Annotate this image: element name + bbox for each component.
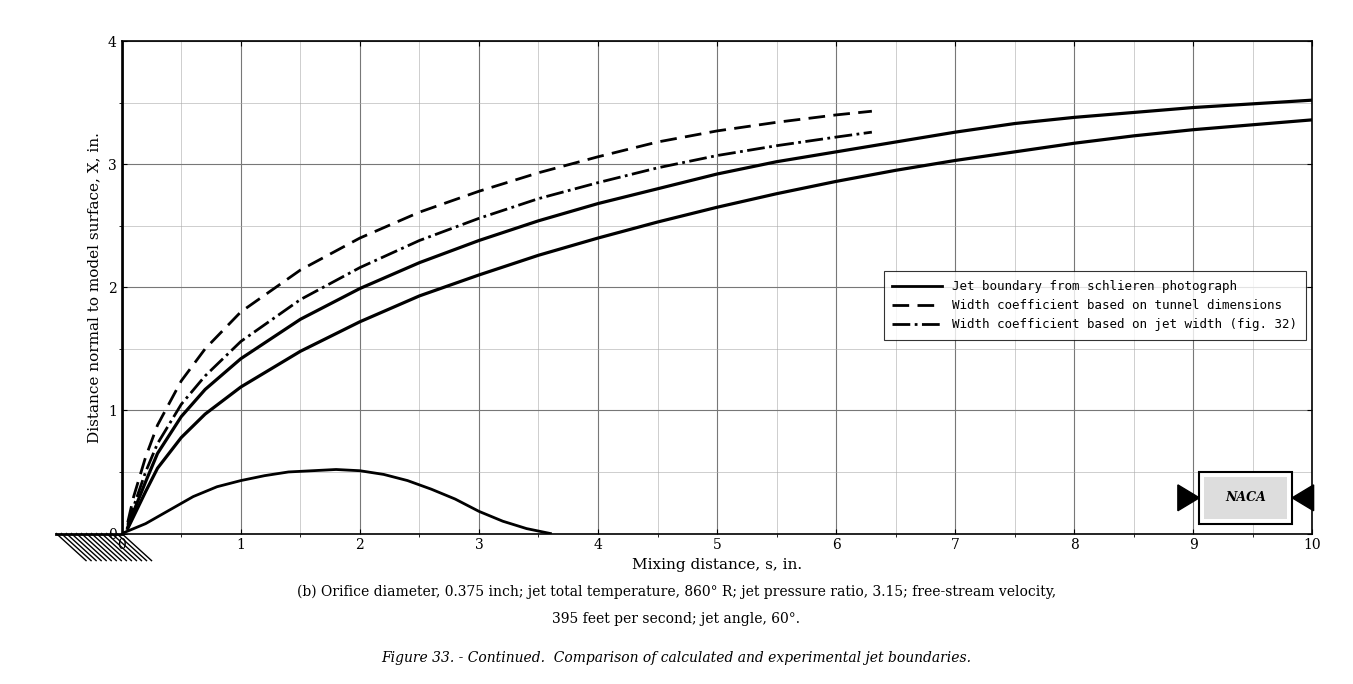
Polygon shape [1178, 485, 1199, 511]
Polygon shape [1292, 485, 1314, 511]
Y-axis label: Distance normal to model surface, X, in.: Distance normal to model surface, X, in. [87, 132, 101, 443]
Bar [1204, 477, 1288, 518]
Text: 395 feet per second; jet angle, 60°.: 395 feet per second; jet angle, 60°. [552, 612, 801, 626]
Text: Figure 33. - Continued.  Comparison of calculated and experimental jet boundarie: Figure 33. - Continued. Comparison of ca… [382, 651, 971, 665]
Legend: Jet boundary from schlieren photograph, Width coefficient based on tunnel dimens: Jet boundary from schlieren photograph, … [884, 271, 1306, 340]
Text: (b) Orifice diameter, 0.375 inch; jet total temperature, 860° R; jet pressure ra: (b) Orifice diameter, 0.375 inch; jet to… [296, 584, 1057, 599]
X-axis label: Mixing distance, s, in.: Mixing distance, s, in. [632, 558, 802, 572]
Bar [1199, 472, 1292, 524]
Text: NACA: NACA [1226, 491, 1266, 504]
